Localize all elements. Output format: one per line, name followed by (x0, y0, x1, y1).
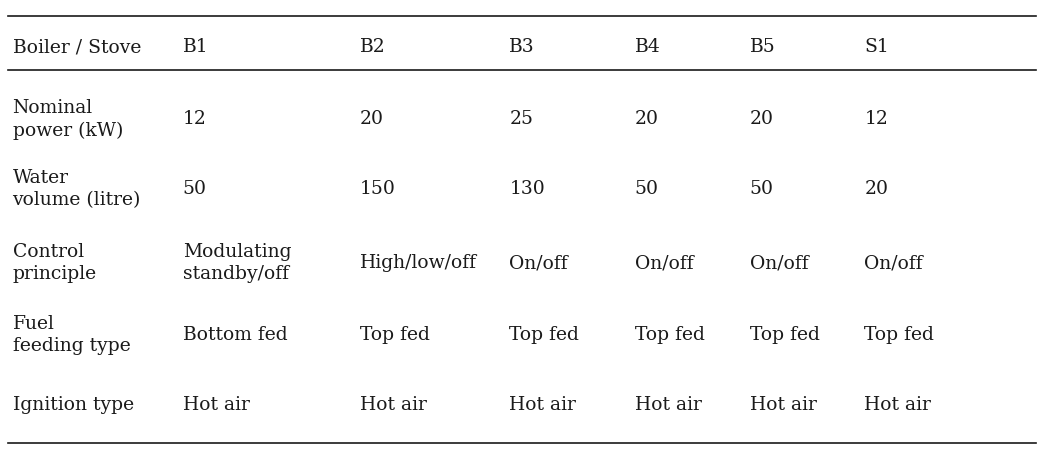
Text: Top fed: Top fed (509, 326, 579, 344)
Text: Hot air: Hot air (750, 396, 816, 414)
Text: 50: 50 (750, 180, 774, 198)
Text: Hot air: Hot air (183, 396, 250, 414)
Text: Nominal
power (kW): Nominal power (kW) (13, 99, 123, 140)
Text: 20: 20 (360, 110, 384, 128)
Text: 50: 50 (635, 180, 659, 198)
Text: High/low/off: High/low/off (360, 254, 477, 272)
Text: Hot air: Hot air (635, 396, 702, 414)
Text: Hot air: Hot air (864, 396, 931, 414)
Text: B3: B3 (509, 38, 536, 56)
Text: Water
volume (litre): Water volume (litre) (13, 169, 141, 209)
Text: 20: 20 (635, 110, 659, 128)
Text: B4: B4 (635, 38, 661, 56)
Text: Ignition type: Ignition type (13, 396, 134, 414)
Text: 25: 25 (509, 110, 533, 128)
Text: 20: 20 (864, 180, 888, 198)
Text: B5: B5 (750, 38, 776, 56)
Text: 20: 20 (750, 110, 774, 128)
Text: 50: 50 (183, 180, 207, 198)
Text: Fuel
feeding type: Fuel feeding type (13, 315, 130, 356)
Text: 150: 150 (360, 180, 396, 198)
Text: On/off: On/off (509, 254, 568, 272)
Text: Hot air: Hot air (509, 396, 576, 414)
Text: Bottom fed: Bottom fed (183, 326, 287, 344)
Text: 130: 130 (509, 180, 545, 198)
Text: On/off: On/off (864, 254, 923, 272)
Text: 12: 12 (183, 110, 207, 128)
Text: Modulating
standby/off: Modulating standby/off (183, 243, 291, 284)
Text: Control
principle: Control principle (13, 243, 97, 284)
Text: Top fed: Top fed (750, 326, 820, 344)
Text: On/off: On/off (635, 254, 693, 272)
Text: Top fed: Top fed (360, 326, 430, 344)
Text: Top fed: Top fed (635, 326, 705, 344)
Text: 12: 12 (864, 110, 888, 128)
Text: S1: S1 (864, 38, 889, 56)
Text: On/off: On/off (750, 254, 808, 272)
Text: Boiler / Stove: Boiler / Stove (13, 38, 141, 56)
Text: B1: B1 (183, 38, 209, 56)
Text: B2: B2 (360, 38, 386, 56)
Text: Hot air: Hot air (360, 396, 427, 414)
Text: Top fed: Top fed (864, 326, 934, 344)
